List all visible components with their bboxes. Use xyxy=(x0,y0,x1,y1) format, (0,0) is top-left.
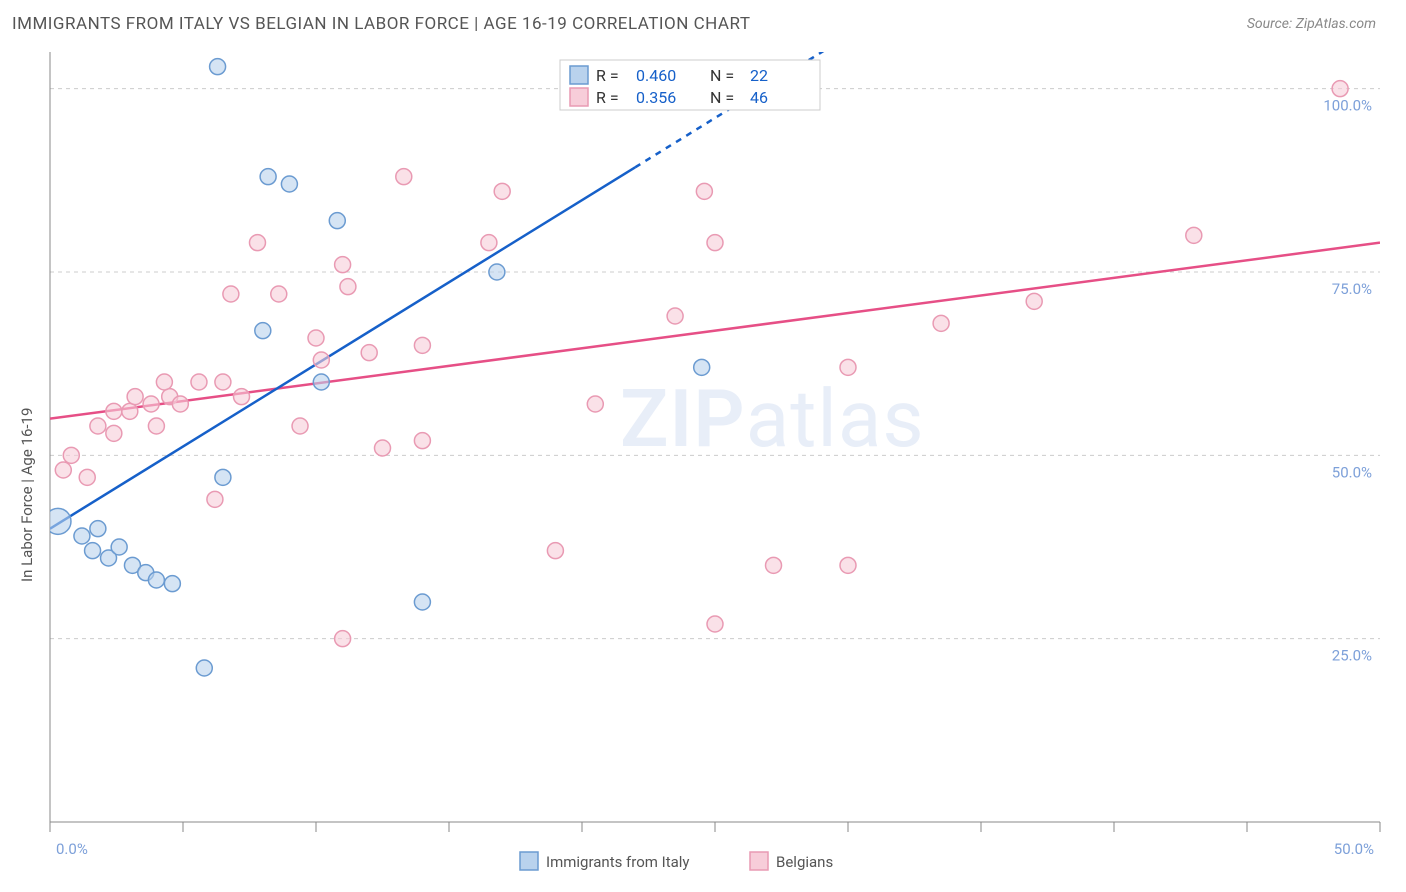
svg-text:R =: R = xyxy=(596,66,619,85)
legend-belgians: Belgians xyxy=(776,853,833,871)
svg-text:N =: N = xyxy=(710,66,734,85)
x-tick-label: 0.0% xyxy=(56,840,88,858)
scatter-chart: 25.0% 50.0% 75.0% 100.0% 0.0% 50.0% R = 0.460 N … xyxy=(0,42,1406,882)
y-tick-label: 50.0% xyxy=(1332,463,1372,481)
svg-text:N =: N = xyxy=(710,88,734,107)
source-label: Source: ZipAtlas.com xyxy=(1247,16,1376,32)
chart-area: In Labor Force | Age 16-19 ZIPatlas 25.0… xyxy=(0,42,1406,882)
x-tick-label: 50.0% xyxy=(1334,840,1374,858)
svg-text:0.356: 0.356 xyxy=(636,88,676,107)
svg-text:0.460: 0.460 xyxy=(636,66,676,85)
y-tick-label: 25.0% xyxy=(1332,647,1372,665)
svg-text:R =: R = xyxy=(596,88,619,107)
svg-text:46: 46 xyxy=(750,88,768,107)
svg-text:22: 22 xyxy=(750,66,768,85)
y-axis-label: In Labor Force | Age 16-19 xyxy=(18,408,36,582)
legend-italy: Immigrants from Italy xyxy=(546,853,690,871)
y-tick-label: 100.0% xyxy=(1323,97,1372,115)
y-tick-label: 75.0% xyxy=(1332,280,1372,298)
chart-title: IMMIGRANTS FROM ITALY VS BELGIAN IN LABO… xyxy=(12,14,750,34)
